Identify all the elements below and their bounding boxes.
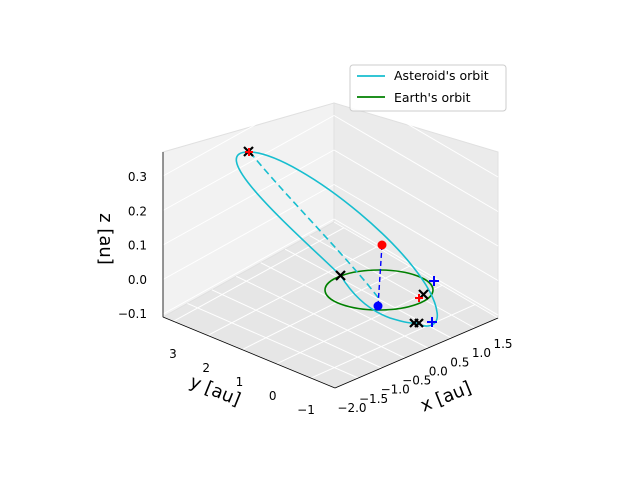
x-tick-label: 1.0 — [472, 346, 491, 360]
x-tick-label: 0.5 — [450, 355, 469, 369]
z-grid-line — [333, 149, 499, 247]
asteroid-orbit-lower-line — [340, 275, 419, 324]
z-grid-line — [162, 80, 335, 177]
asteroid-orbit-line — [235, 151, 438, 327]
legend: Asteroid's orbit Earth's orbit — [349, 64, 507, 112]
y-tick-label: 3 — [169, 347, 177, 361]
z-axis-label: z [au] — [95, 213, 116, 265]
y-grid-line — [276, 284, 443, 365]
z-grid-line — [162, 149, 335, 246]
red-plus-marker-upper — [245, 148, 253, 156]
z-tick-label: 0.1 — [128, 239, 147, 253]
asteroid-orbit-dashed-line — [249, 151, 381, 301]
x-grid-line — [187, 302, 359, 379]
x-tick-label: 1.5 — [493, 337, 512, 351]
x-tick-label: −1.5 — [359, 392, 388, 406]
x-grid-line — [309, 235, 475, 329]
projection-drop-line — [377, 244, 383, 307]
x-tick-label: −0.5 — [402, 374, 431, 388]
z-tick-label: −0.1 — [118, 307, 147, 321]
y-axis-line — [162, 316, 336, 389]
z-grid-line — [333, 184, 499, 281]
z-tick-label: 0.0 — [128, 273, 147, 287]
z-tick-label: 0.3 — [128, 170, 147, 184]
x-tick-label: −2.0 — [337, 401, 366, 415]
z-grid-line — [333, 115, 499, 212]
x-marker-left-node — [335, 270, 346, 281]
red-plus-marker-lower — [415, 294, 423, 302]
x-grid-line — [284, 248, 452, 339]
y-tick-label: 2 — [202, 361, 210, 375]
x-marker-bottom-2 — [414, 318, 424, 328]
y-tick-label: 1 — [236, 375, 244, 389]
y-grid-line — [241, 265, 410, 351]
y-tick-label: 0 — [269, 389, 277, 403]
blue-plus-marker-upper — [429, 276, 439, 286]
tick-labels: −2.0−1.5−1.0−0.50.00.51.01.53210−1−0.10.… — [118, 170, 513, 417]
legend-label-earth: Earth's orbit — [394, 90, 471, 105]
z-grid-line — [162, 218, 335, 315]
x-grid-line — [236, 275, 406, 359]
legend-label-asteroid: Asteroid's orbit — [394, 68, 489, 83]
x-tick-label: 0.0 — [429, 364, 448, 378]
plus-markers — [245, 148, 439, 327]
z-tick-label: 0.2 — [128, 204, 147, 218]
z-grid-line — [162, 184, 335, 280]
asteroid-position-marker — [377, 240, 387, 250]
y-grid-line — [173, 227, 345, 322]
y-tick-label: −1 — [297, 403, 315, 417]
x-grid-line — [211, 289, 382, 369]
blue-plus-marker-lower — [427, 317, 437, 327]
z-grid-line — [162, 115, 335, 211]
x-tick-label: −1.0 — [381, 383, 410, 397]
x-axis-line — [334, 317, 499, 389]
ecliptic-projection-marker — [373, 301, 383, 311]
z-grid-line — [333, 218, 499, 316]
y-grid-line — [310, 304, 476, 379]
